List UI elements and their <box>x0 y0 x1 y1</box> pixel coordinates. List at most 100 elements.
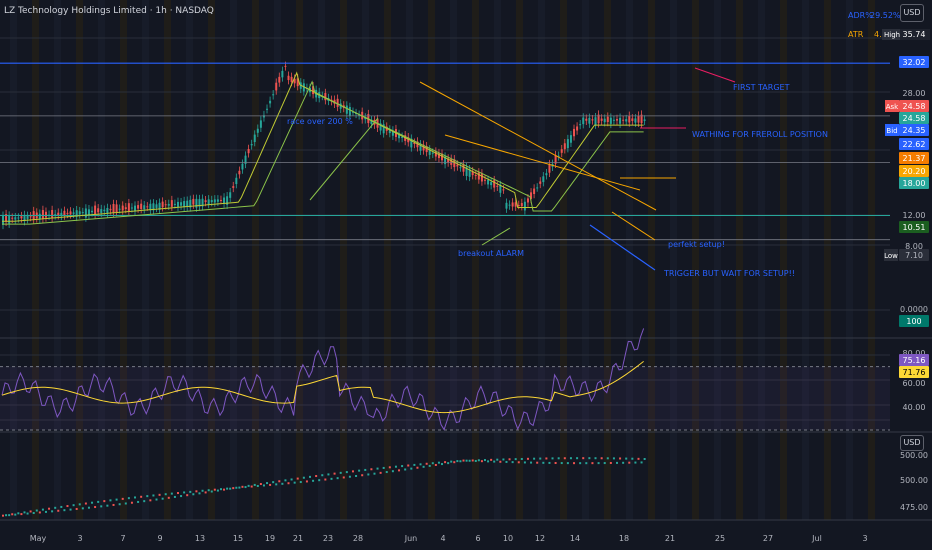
rsi-label-71[interactable]: 71.76 <box>903 368 926 377</box>
price-label-last[interactable]: 24.58 <box>903 114 926 123</box>
candle <box>14 217 17 220</box>
lower-candle <box>238 486 241 489</box>
price-label-12[interactable]: 12.00 <box>903 211 926 220</box>
lower-candle <box>594 457 597 460</box>
time-label[interactable]: 12 <box>535 534 545 543</box>
rsi-label-60[interactable]: 60.00 <box>903 379 926 388</box>
time-label[interactable]: 21 <box>665 534 675 543</box>
volume-label-100[interactable]: 100 <box>906 317 921 326</box>
session-stripe <box>494 0 501 520</box>
lower-candle <box>459 460 462 463</box>
price-label-low[interactable]: 7.10 <box>905 251 923 260</box>
candle <box>557 155 560 157</box>
lower-candle <box>533 457 536 460</box>
lower-candle <box>5 514 8 517</box>
time-label[interactable]: 7 <box>120 534 125 543</box>
time-label[interactable]: Jun <box>404 534 418 543</box>
rsi-label-75[interactable]: 75.16 <box>903 356 926 365</box>
price-label-8[interactable]: 8.00 <box>905 242 923 251</box>
candle <box>137 205 140 209</box>
lower-candle <box>468 459 471 462</box>
rsi-label-40[interactable]: 40.00 <box>903 403 926 412</box>
price-label-ask[interactable]: 24.58 <box>903 102 926 111</box>
candle <box>57 212 60 216</box>
lower-candle <box>339 471 342 474</box>
time-label[interactable]: May <box>30 534 47 543</box>
time-label[interactable]: 4 <box>440 534 445 543</box>
candle <box>100 209 103 213</box>
lower-candle <box>591 462 594 465</box>
session-stripe <box>230 0 237 520</box>
lower-candle <box>315 475 318 478</box>
volume-label-0[interactable]: 0.0000 <box>900 305 928 314</box>
price-label-18[interactable]: 18.00 <box>903 179 926 188</box>
rsi-pane <box>0 328 890 431</box>
lower-candle <box>318 479 321 482</box>
candle <box>60 212 63 217</box>
time-label[interactable]: 9 <box>157 534 162 543</box>
candle <box>290 76 293 82</box>
time-label[interactable]: 13 <box>195 534 205 543</box>
lower-candle <box>511 461 514 464</box>
candle <box>471 171 474 176</box>
trigger-text: TRIGGER BUT WAIT FOR SETUP!! <box>663 269 795 278</box>
lower-candle <box>11 513 14 516</box>
lower-candle <box>35 509 38 512</box>
lower-candle <box>336 477 339 480</box>
price-label-21-37[interactable]: 21.37 <box>903 154 926 163</box>
lower-candle <box>379 471 382 474</box>
time-axis[interactable]: May 3 7 9 13 15 19 21 23 28 Jun 4 6 10 12 14 18 21 25 27 Jul… <box>30 534 868 543</box>
candle <box>425 146 428 153</box>
candle <box>505 202 508 209</box>
lower-candle <box>600 457 603 460</box>
lower-candle <box>8 514 11 517</box>
time-label[interactable]: Jul <box>811 534 822 543</box>
time-label[interactable]: 3 <box>77 534 82 543</box>
time-label[interactable]: 3 <box>862 534 867 543</box>
time-label[interactable]: 27 <box>763 534 773 543</box>
time-label[interactable]: 23 <box>323 534 333 543</box>
currency-button-lower[interactable]: USD <box>900 435 924 451</box>
time-label[interactable]: 6 <box>475 534 480 543</box>
lower-candle <box>376 467 379 470</box>
candle <box>422 144 425 151</box>
price-label-20-20[interactable]: 20.20 <box>903 167 926 176</box>
time-label[interactable]: 18 <box>619 534 629 543</box>
rsi-ma-line <box>1 360 644 414</box>
lower-candle <box>425 462 428 465</box>
time-label[interactable]: 19 <box>265 534 275 543</box>
currency-button[interactable]: USD <box>900 4 924 22</box>
lower-label-500[interactable]: 500.00 <box>900 451 928 460</box>
price-label-28[interactable]: 28.00 <box>903 89 926 98</box>
session-stripe <box>846 0 853 520</box>
lower-label-500b[interactable]: 500.00 <box>900 476 928 485</box>
chart-title: LZ Technology Holdings Limited · 1h · NA… <box>4 6 214 16</box>
lower-candle <box>483 459 486 462</box>
lower-candle <box>407 464 410 467</box>
lower-candle <box>60 505 63 508</box>
lower-candle <box>603 462 606 465</box>
candle <box>514 202 517 207</box>
time-label[interactable]: 21 <box>293 534 303 543</box>
time-label[interactable]: 15 <box>233 534 243 543</box>
time-label[interactable]: 25 <box>715 534 725 543</box>
price-label-bid[interactable]: 24.35 <box>903 126 926 135</box>
trendline-lower <box>444 134 641 191</box>
lower-candle <box>419 463 422 466</box>
time-label[interactable]: 28 <box>353 534 363 543</box>
price-label-22-62[interactable]: 22.62 <box>903 140 926 149</box>
candle <box>619 117 622 124</box>
lower-label-475[interactable]: 475.00 <box>900 503 928 512</box>
price-axis[interactable]: 32.02 28.00 24.58 24.58 24.35 22.62 21.37 20.20… <box>884 56 929 512</box>
trigger-pointer <box>589 224 656 271</box>
candle <box>345 105 348 114</box>
price-label-32-02[interactable]: 32.02 <box>903 58 926 67</box>
time-label[interactable]: 14 <box>570 534 580 543</box>
time-label[interactable]: 10 <box>503 534 513 543</box>
rsi-label-80[interactable]: 80.00 <box>903 349 926 358</box>
lower-candle <box>121 497 124 500</box>
price-label-10-51[interactable]: 10.51 <box>903 223 926 232</box>
candle <box>437 153 440 159</box>
candle <box>560 149 563 153</box>
